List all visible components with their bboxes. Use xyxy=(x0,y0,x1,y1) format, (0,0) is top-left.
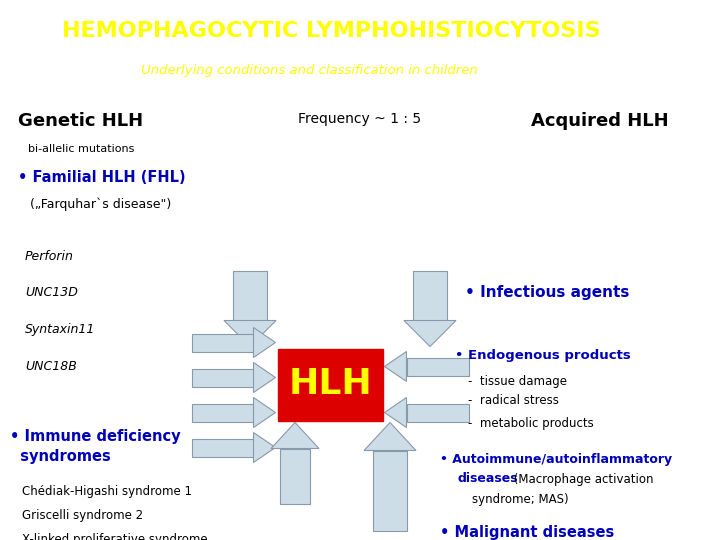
Text: • Immune deficiency
  syndromes: • Immune deficiency syndromes xyxy=(10,429,181,464)
Text: • Familial HLH (FHL): • Familial HLH (FHL) xyxy=(18,170,186,185)
Text: Perforin: Perforin xyxy=(25,249,74,262)
Text: -  radical stress: - radical stress xyxy=(468,395,559,408)
Bar xyxy=(407,357,469,375)
Bar xyxy=(407,403,469,422)
Text: bi-allelic mutations: bi-allelic mutations xyxy=(28,145,135,154)
Text: • Infectious agents: • Infectious agents xyxy=(465,285,629,300)
Bar xyxy=(373,450,407,530)
Bar xyxy=(233,271,267,321)
Polygon shape xyxy=(271,422,319,449)
Polygon shape xyxy=(404,321,456,347)
Bar xyxy=(192,334,253,352)
Polygon shape xyxy=(224,321,276,347)
Bar xyxy=(277,348,382,421)
Bar xyxy=(192,438,253,456)
Bar xyxy=(192,368,253,387)
Bar xyxy=(280,449,310,503)
Text: Genetic HLH: Genetic HLH xyxy=(18,112,143,131)
Text: -  metabolic products: - metabolic products xyxy=(468,416,594,429)
Text: Chédiak-Higashi syndrome 1: Chédiak-Higashi syndrome 1 xyxy=(22,484,192,497)
Polygon shape xyxy=(384,352,407,381)
Text: (Macrophage activation: (Macrophage activation xyxy=(510,472,654,485)
Polygon shape xyxy=(253,327,276,357)
Text: Syntaxin11: Syntaxin11 xyxy=(25,323,95,336)
Polygon shape xyxy=(253,362,276,393)
Text: X-linked proliferative syndrome: X-linked proliferative syndrome xyxy=(22,532,207,540)
Text: • Malignant diseases: • Malignant diseases xyxy=(440,524,614,539)
Text: HEMOPHAGOCYTIC LYMPHOHISTIOCYTOSIS: HEMOPHAGOCYTIC LYMPHOHISTIOCYTOSIS xyxy=(62,21,600,41)
Text: HLH: HLH xyxy=(288,368,372,402)
Text: Frequency ~ 1 : 5: Frequency ~ 1 : 5 xyxy=(298,112,422,126)
Text: („Farquhar`s disease"): („Farquhar`s disease") xyxy=(30,198,171,211)
Polygon shape xyxy=(384,397,407,428)
Text: syndrome; MAS): syndrome; MAS) xyxy=(472,492,569,505)
Bar xyxy=(192,403,253,422)
Polygon shape xyxy=(253,397,276,428)
Polygon shape xyxy=(253,433,276,462)
Text: Griscelli syndrome 2: Griscelli syndrome 2 xyxy=(22,510,143,523)
Bar xyxy=(413,271,447,321)
Text: Acquired HLH: Acquired HLH xyxy=(531,112,669,131)
Text: -  tissue damage: - tissue damage xyxy=(468,375,567,388)
Text: diseases: diseases xyxy=(458,472,518,485)
Text: • Autoimmune/autoinflammatory: • Autoimmune/autoinflammatory xyxy=(440,453,672,465)
Text: UNC13D: UNC13D xyxy=(25,287,78,300)
Text: UNC18B: UNC18B xyxy=(25,361,77,374)
Text: • Endogenous products: • Endogenous products xyxy=(455,349,631,362)
Polygon shape xyxy=(364,422,416,450)
Text: Underlying conditions and classification in children: Underlying conditions and classification… xyxy=(141,64,478,77)
